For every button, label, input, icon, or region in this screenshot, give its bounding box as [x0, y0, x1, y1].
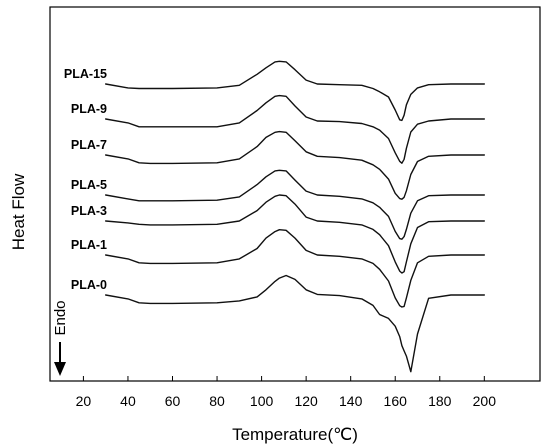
series-label-pla-15: PLA-15: [64, 67, 107, 81]
plot-frame: [49, 6, 541, 382]
x-axis-ticks: 20 40 60 80 100 120 140 160 180 200: [76, 376, 497, 409]
series-line-pla-15: [105, 60, 485, 122]
series-line-pla-3: [105, 194, 485, 274]
endo-annotation: Endo: [52, 300, 69, 335]
x-tick-label: 160: [384, 393, 408, 409]
x-tick-label: 80: [209, 393, 225, 409]
series-label-pla-0: PLA-0: [71, 278, 107, 292]
y-axis-label: Heat Flow: [9, 173, 28, 250]
x-tick-label: 40: [120, 393, 136, 409]
x-tick-label: 100: [250, 393, 274, 409]
x-tick-label: 180: [428, 393, 452, 409]
x-tick-label: 120: [294, 393, 318, 409]
x-tick-label: 140: [339, 393, 363, 409]
series-labels: PLA-15 PLA-9 PLA-7 PLA-5 PLA-3 PLA-1 PLA-0: [64, 67, 107, 292]
x-tick-label: 20: [76, 393, 92, 409]
series-curves: [105, 60, 485, 373]
series-line-pla-1: [105, 229, 485, 308]
series-label-pla-1: PLA-1: [71, 238, 107, 252]
endo-arrow-icon: [54, 342, 66, 376]
x-axis-label: Temperature(℃): [232, 425, 358, 444]
series-line-pla-5: [105, 169, 485, 240]
series-label-pla-9: PLA-9: [71, 102, 107, 116]
series-line-pla-7: [105, 130, 485, 200]
x-tick-label: 60: [165, 393, 181, 409]
series-line-pla-0: [105, 274, 485, 373]
series-label-pla-5: PLA-5: [71, 178, 107, 192]
series-label-pla-3: PLA-3: [71, 204, 107, 218]
series-label-pla-7: PLA-7: [71, 138, 107, 152]
x-tick-label: 200: [473, 393, 497, 409]
series-line-pla-9: [105, 94, 485, 164]
